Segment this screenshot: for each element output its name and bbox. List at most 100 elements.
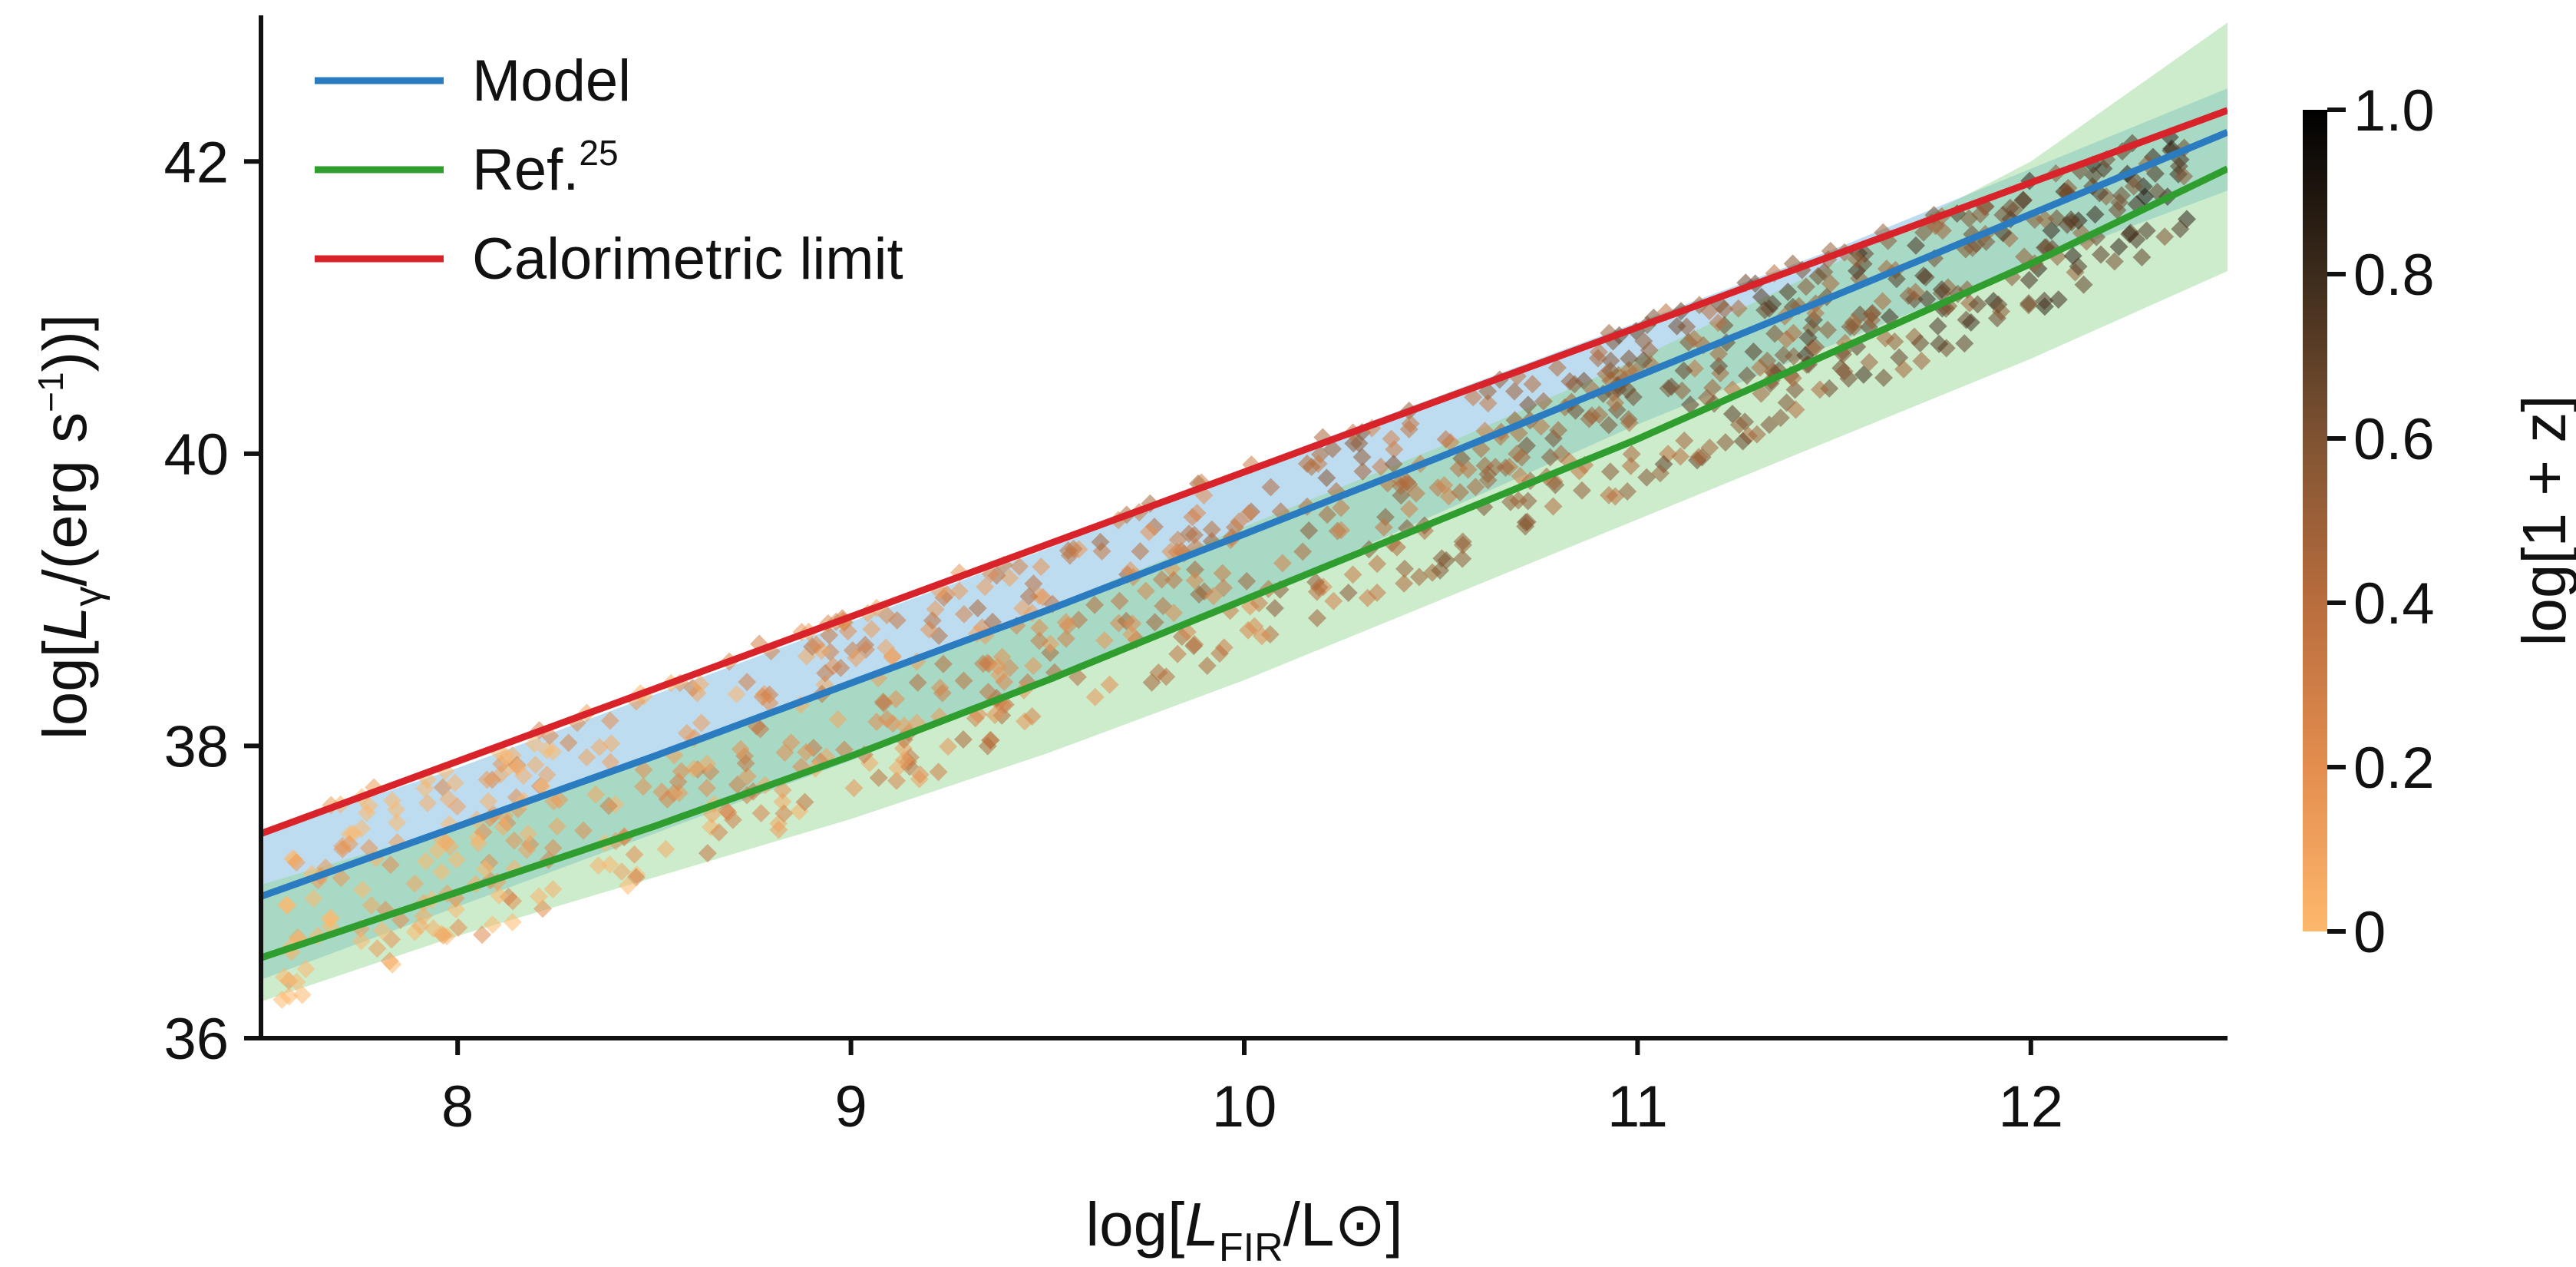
scatter-point	[537, 740, 556, 759]
scatter-point	[692, 713, 711, 733]
scatter-point	[1700, 438, 1719, 457]
scatter-point	[1265, 599, 1284, 618]
legend-label: Model	[472, 48, 631, 114]
scatter-point	[1703, 379, 1722, 398]
scatter-point	[2175, 167, 2194, 186]
scatter-point	[1623, 388, 1643, 407]
scatter-point	[738, 673, 757, 692]
scatter-point	[1512, 448, 1531, 467]
scatter-point	[1453, 549, 1472, 568]
scatter-point	[774, 804, 794, 823]
scatter-point	[992, 647, 1012, 667]
scatter-point	[469, 834, 488, 853]
scatter-point	[586, 785, 606, 804]
scatter-point	[496, 747, 515, 766]
scatter-point	[1960, 209, 1979, 228]
scatter-point	[476, 859, 495, 878]
scatter-point	[1056, 629, 1075, 648]
scatter-point	[612, 862, 631, 882]
scatter-point	[697, 779, 716, 798]
y-tick-label: 38	[163, 714, 229, 779]
scatter-point	[2069, 257, 2088, 276]
scatter-point	[1371, 457, 1390, 476]
scatter-point	[2086, 205, 2105, 224]
scatter-point	[709, 822, 728, 842]
scatter-point	[751, 803, 771, 822]
scatter-point	[1547, 358, 1567, 377]
scatter-point	[760, 693, 779, 713]
scatter-point	[1273, 554, 1292, 573]
scatter-point	[1917, 289, 1937, 309]
scatter-point	[1847, 250, 1866, 269]
scatter-point	[2124, 177, 2143, 196]
scatter-point	[1352, 448, 1372, 467]
y-tick-label: 36	[163, 1007, 229, 1072]
scatter-point	[1149, 663, 1168, 683]
scatter-point	[773, 780, 792, 799]
scatter-point	[1213, 564, 1232, 583]
scatter-point	[933, 683, 952, 703]
scatter-point	[1932, 280, 1951, 299]
scatter-point	[1058, 541, 1078, 560]
scatter-point	[405, 874, 424, 893]
scatter-point	[1874, 368, 1894, 387]
scatter-point	[304, 889, 323, 908]
scatter-point	[1185, 560, 1204, 579]
scatter-point	[1737, 366, 1756, 385]
scatter-point	[418, 793, 438, 812]
scatter-point	[1930, 334, 1949, 353]
model-lines	[261, 107, 2228, 961]
scatter-point	[322, 908, 341, 928]
scatter-point	[727, 685, 746, 704]
scatter-point	[1778, 283, 1798, 302]
scatter-point	[731, 739, 750, 759]
scatter-point	[432, 862, 451, 882]
scatter-point	[933, 654, 953, 673]
scatter-point	[2137, 221, 2156, 240]
scatter-point	[1785, 380, 1805, 399]
scatter-point	[869, 768, 888, 787]
colorbar-tick-label: 0	[2353, 900, 2386, 965]
scatter-point	[1030, 618, 1049, 637]
scatter-point	[831, 658, 850, 677]
scatter-point	[1458, 460, 1478, 479]
colorbar-tick-label: 0.2	[2353, 736, 2435, 801]
scatter-point	[383, 954, 402, 974]
scatter-point	[543, 880, 563, 899]
scatter-point	[773, 792, 792, 812]
legend: Model Ref.25 Calorimetric limit	[315, 48, 903, 292]
scatter-point	[1013, 599, 1032, 618]
x-tick-label: 9	[834, 1074, 867, 1140]
scatter-point	[1000, 568, 1019, 587]
scatter-point	[797, 743, 816, 762]
scatter-point	[995, 672, 1014, 691]
scatter-point	[292, 985, 312, 1004]
scatter-point	[1332, 498, 1351, 518]
scatter-point	[1709, 344, 1729, 363]
scatter-point	[490, 886, 509, 905]
scatter-point	[589, 856, 608, 875]
scatter-point	[530, 887, 549, 906]
legend-label: Ref.25	[472, 133, 619, 203]
x-tick-label: 12	[1999, 1074, 2064, 1140]
scatter-point	[1912, 352, 1931, 371]
scatter-point	[1154, 597, 1173, 616]
scatter-point	[574, 821, 593, 840]
scatter-point	[1599, 415, 1618, 435]
scatter-point	[437, 832, 456, 852]
scatter-point	[976, 577, 995, 597]
scatter-point	[656, 839, 675, 858]
scatter-point	[577, 748, 596, 767]
scatter-point	[559, 733, 578, 753]
scatter-point	[352, 931, 371, 951]
scatter-point	[590, 738, 609, 757]
scatter-point	[1619, 409, 1638, 428]
scatter-point	[1748, 425, 1767, 444]
scatter-point	[949, 581, 969, 600]
scatter-point	[1863, 303, 1882, 323]
scatter-point	[372, 921, 391, 940]
scatter-point	[887, 771, 906, 790]
scatter-point	[1395, 574, 1414, 593]
scatter-point	[1808, 266, 1828, 286]
scatter-point	[388, 813, 407, 832]
